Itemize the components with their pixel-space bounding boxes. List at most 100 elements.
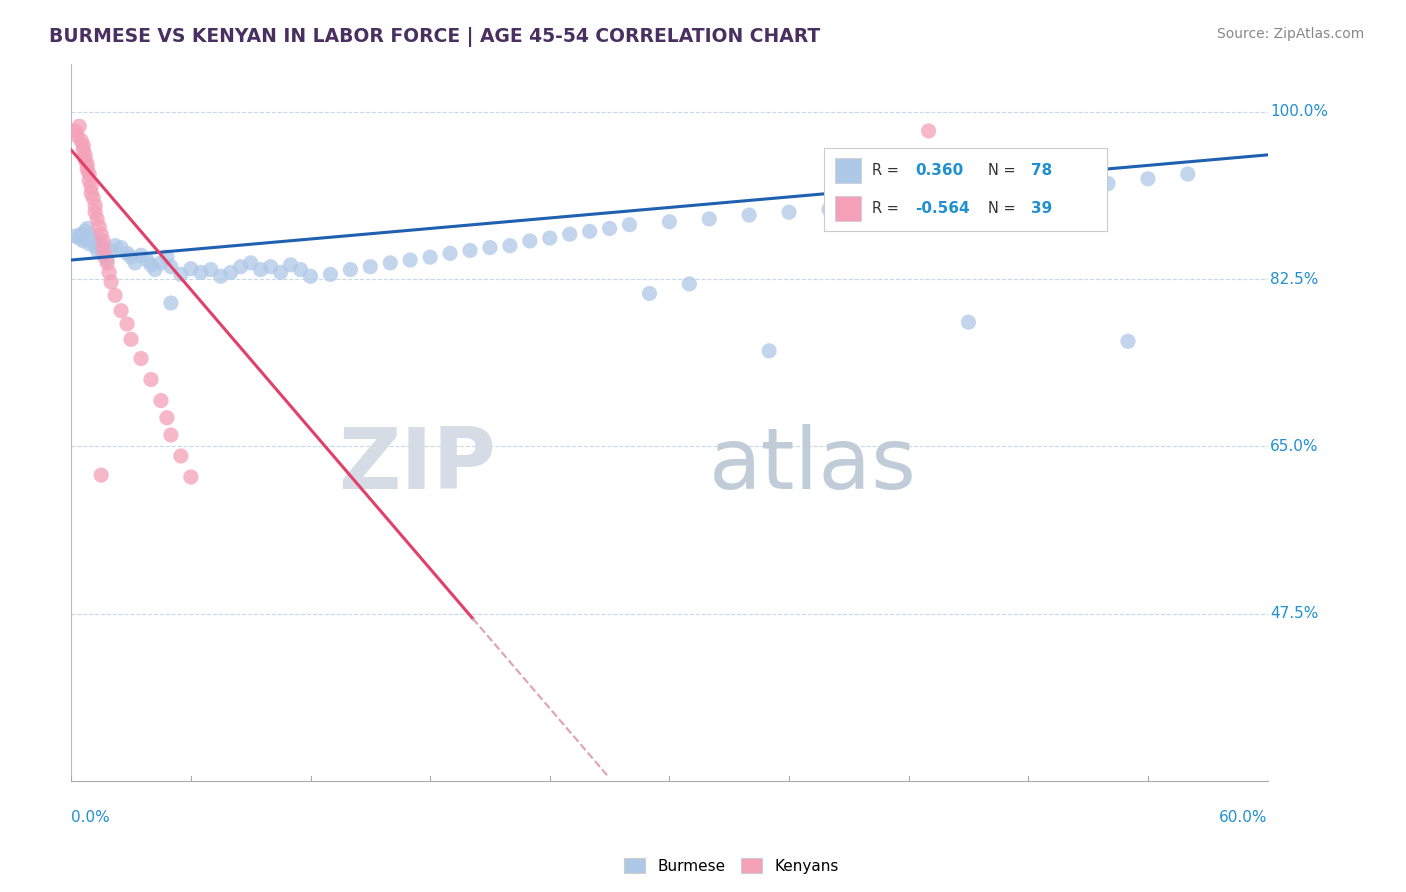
Point [738,208,761,222]
Point [290,262,312,277]
Text: 39: 39 [1031,201,1052,216]
Text: 47.5%: 47.5% [1270,607,1319,621]
Point [67,119,90,133]
Point [90,227,112,242]
Point [249,262,271,277]
Point [75,148,97,162]
Point [96,256,118,270]
Point [91,234,114,248]
Text: 0.360: 0.360 [915,163,963,178]
Point [209,269,232,284]
Point [67,231,90,245]
Text: -0.564: -0.564 [915,201,969,216]
Point [129,351,152,366]
Point [160,260,183,274]
Point [120,250,142,264]
Point [558,227,581,242]
Point [65,124,87,138]
Point [77,174,100,188]
Point [1097,177,1119,191]
Point [110,241,132,255]
Point [1017,186,1039,200]
Point [84,238,107,252]
Point [90,236,112,251]
Point [180,470,202,484]
Point [219,265,242,279]
Point [104,238,127,252]
Point [458,244,481,258]
Point [129,248,152,262]
Point [96,253,118,268]
Bar [835,158,860,183]
Point [170,449,193,463]
Point [897,195,920,210]
Point [280,258,302,272]
Point [578,224,600,238]
Point [75,153,97,167]
Text: 60.0%: 60.0% [1219,810,1268,825]
Point [90,468,112,483]
Point [339,262,361,277]
Text: 78: 78 [1031,163,1052,178]
Point [70,227,93,242]
Point [82,233,104,247]
Point [170,268,193,282]
Point [80,229,103,244]
Point [1057,181,1080,195]
Point [100,275,122,289]
Point [499,238,522,252]
Point [977,191,1000,205]
Point [778,205,800,219]
Point [91,241,114,255]
Point [82,191,104,205]
Point [80,186,103,200]
Point [75,224,97,238]
Point [156,250,179,264]
Point [399,253,422,268]
Point [190,265,212,279]
Point [818,202,841,217]
Point [100,244,122,258]
Point [638,286,661,301]
Point [86,211,108,226]
Point [200,262,222,277]
Text: N =: N = [988,163,1021,178]
Text: 65.0%: 65.0% [1270,439,1319,454]
Point [94,248,117,262]
Point [65,229,87,244]
Point [104,288,127,302]
Point [758,343,780,358]
Point [419,250,441,264]
Point [439,246,461,260]
Point [80,179,103,194]
Point [143,262,166,277]
Point [149,393,172,408]
Point [136,253,159,268]
Point [124,256,146,270]
Point [160,296,183,310]
Text: 100.0%: 100.0% [1270,104,1327,120]
Point [239,256,262,270]
Text: R =: R = [872,201,904,216]
Point [380,256,402,270]
Point [299,269,322,284]
Point [270,265,292,279]
Point [1116,334,1139,349]
Point [229,260,252,274]
Point [89,241,111,255]
Point [156,410,179,425]
Point [76,157,98,171]
Point [66,128,89,143]
Point [84,198,107,212]
Text: atlas: atlas [709,424,917,507]
Point [658,215,681,229]
Text: 0.0%: 0.0% [72,810,110,825]
Bar [835,196,860,221]
Point [139,258,162,272]
Point [77,167,100,181]
Point [149,256,172,270]
Point [98,265,121,279]
Point [115,246,138,260]
Point [319,268,342,282]
Point [619,218,641,232]
